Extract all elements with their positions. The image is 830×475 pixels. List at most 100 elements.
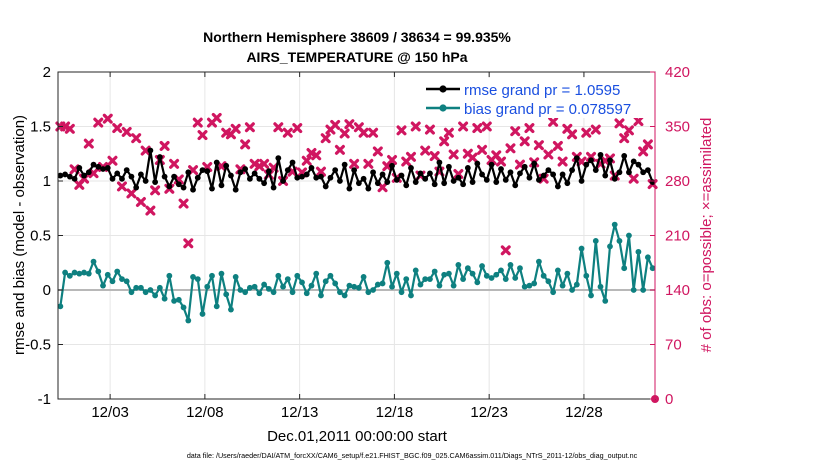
bias-point bbox=[602, 298, 609, 304]
obs-point-stroke-b bbox=[330, 119, 341, 130]
bias-point bbox=[209, 272, 215, 279]
rmse-point bbox=[483, 177, 490, 183]
bias-point bbox=[261, 281, 268, 288]
rmse-point bbox=[644, 167, 651, 174]
obs-point bbox=[178, 198, 189, 209]
rmse-point bbox=[517, 170, 523, 177]
bias-point bbox=[322, 278, 329, 285]
obs-point-stroke-b bbox=[178, 198, 189, 209]
rmse-point bbox=[445, 163, 452, 170]
bias-point bbox=[171, 298, 177, 304]
obs-point-stroke-b bbox=[524, 123, 535, 134]
bias-point bbox=[299, 279, 305, 286]
x-tick-label: 12/23 bbox=[470, 404, 508, 421]
bias-point bbox=[337, 289, 343, 296]
obs-point-stroke-b bbox=[131, 133, 142, 144]
rmse-point bbox=[493, 179, 500, 185]
rmse-point bbox=[507, 169, 514, 176]
rmse-point bbox=[237, 169, 244, 176]
obs-point-stroke-b bbox=[192, 117, 203, 128]
obs-point bbox=[557, 156, 568, 167]
bias-point bbox=[303, 290, 310, 297]
bias-point bbox=[280, 283, 286, 290]
bias-point bbox=[554, 267, 561, 274]
bias-point bbox=[218, 270, 225, 277]
bias-point bbox=[57, 303, 64, 310]
obs-point-stroke-b bbox=[211, 112, 222, 123]
obs-point-stroke-b bbox=[439, 136, 450, 147]
bias-point bbox=[616, 238, 623, 244]
obs-point-stroke-b bbox=[159, 140, 170, 151]
obs-point bbox=[396, 125, 407, 136]
bias-point bbox=[635, 248, 642, 255]
obs-point bbox=[619, 133, 630, 144]
bias-point bbox=[232, 274, 239, 280]
bias-point bbox=[597, 283, 604, 290]
obs-point bbox=[420, 145, 431, 156]
obs-point-stroke-b bbox=[334, 144, 345, 155]
obs-point bbox=[83, 138, 94, 149]
rmse-point bbox=[630, 158, 637, 165]
bias-point bbox=[123, 278, 130, 285]
bias-point bbox=[626, 232, 632, 239]
rmse-point bbox=[536, 177, 542, 183]
obs-point-stroke-b bbox=[443, 127, 454, 138]
obs-point-stroke-b bbox=[112, 123, 123, 134]
rmse-point bbox=[299, 173, 305, 180]
rmse-point bbox=[171, 173, 177, 180]
rmse-point bbox=[180, 184, 187, 191]
obs-point bbox=[505, 143, 516, 154]
bias-point bbox=[573, 281, 580, 288]
bias-point bbox=[450, 282, 457, 289]
obs-point-stroke-b bbox=[496, 156, 507, 167]
rmse-point bbox=[360, 175, 367, 182]
rmse-point bbox=[526, 174, 533, 181]
rmse-point bbox=[455, 174, 462, 181]
rmse-point bbox=[166, 183, 173, 190]
obs-point bbox=[638, 146, 649, 157]
obs-point-stroke-b bbox=[405, 151, 416, 162]
bias-point bbox=[526, 282, 533, 289]
bias-point bbox=[479, 263, 485, 269]
obs-point-stroke-b bbox=[344, 119, 355, 130]
obs-point bbox=[349, 158, 360, 169]
rmse-point bbox=[128, 173, 135, 180]
bias-point bbox=[190, 274, 196, 280]
obs-point bbox=[64, 123, 75, 134]
bias-point bbox=[147, 287, 154, 293]
rmse-point bbox=[161, 173, 168, 180]
obs-point bbox=[339, 128, 350, 139]
obs-point-stroke-b bbox=[372, 146, 383, 157]
bias-point bbox=[95, 268, 102, 275]
rmse-point bbox=[427, 170, 433, 177]
obs-point-stroke-b bbox=[292, 123, 303, 134]
obs-point-stroke-b bbox=[244, 122, 255, 133]
obs-point-stroke-b bbox=[472, 123, 483, 134]
rmse-point bbox=[393, 177, 400, 183]
obs-point bbox=[192, 117, 203, 128]
chart-title-line1: Northern Hemisphere 38609 / 38634 = 99.9… bbox=[203, 29, 511, 45]
bias-point bbox=[166, 272, 173, 279]
bias-point bbox=[204, 283, 211, 290]
bias-point bbox=[384, 259, 391, 266]
rmse-point bbox=[261, 180, 268, 187]
rmse-point bbox=[76, 165, 83, 171]
obs-point-stroke-b bbox=[339, 128, 350, 139]
obs-point-stroke-b bbox=[297, 167, 308, 178]
rmse-point bbox=[554, 183, 561, 190]
y-left-tick-label: -0.5 bbox=[25, 337, 51, 354]
obs-point-stroke-b bbox=[349, 158, 360, 169]
rmse-point bbox=[512, 182, 519, 189]
bias-point bbox=[289, 289, 296, 296]
bias-point bbox=[550, 289, 557, 296]
y-axis-label-right: # of obs: o=possible; ×=assimilated bbox=[698, 118, 715, 353]
rmse-point bbox=[213, 159, 220, 166]
rmse-point bbox=[450, 178, 457, 184]
rmse-point bbox=[95, 163, 102, 170]
obs-point-stroke-b bbox=[623, 125, 634, 136]
bias-point bbox=[180, 304, 187, 311]
bias-point bbox=[611, 221, 618, 228]
y-right-tick-label: 420 bbox=[665, 64, 690, 81]
